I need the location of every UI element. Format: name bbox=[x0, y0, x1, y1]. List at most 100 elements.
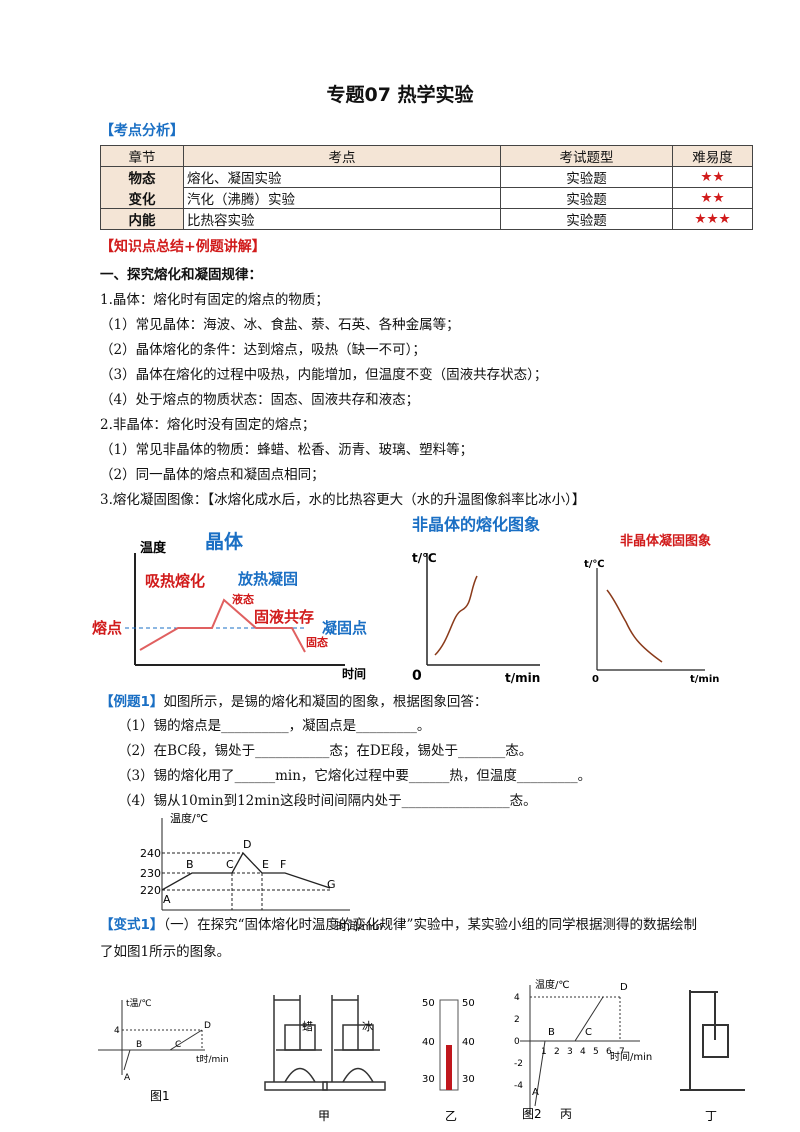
tick-label: 2 bbox=[514, 1015, 520, 1025]
table-header: 章节 考点 考试题型 难易度 bbox=[100, 145, 753, 167]
point-cell: 比热容实验 bbox=[183, 208, 501, 230]
question: （1）锡的熔点是__________，凝固点是_________。 bbox=[118, 718, 431, 734]
tick-label: 40 bbox=[422, 1037, 435, 1048]
figure-title: 晶体 bbox=[205, 530, 244, 553]
summary-line: 2.非晶体：熔化时没有固定的熔点； bbox=[100, 417, 316, 433]
tick-label: 30 bbox=[462, 1074, 475, 1085]
tick-label: 7 bbox=[619, 1047, 625, 1057]
example: 【例题1】如图所示，是锡的熔化和凝固的图象，根据图象回答： bbox=[100, 690, 487, 710]
figure2 bbox=[520, 985, 640, 1115]
summary-line: 1.晶体：熔化时有固定的熔点的物质； bbox=[100, 292, 329, 308]
axis-label: t时/min bbox=[196, 1053, 229, 1065]
tick-label: 3 bbox=[567, 1047, 573, 1057]
tick-label: 30 bbox=[422, 1074, 435, 1085]
tick-label: -4 bbox=[514, 1081, 523, 1091]
caption: 图1 bbox=[150, 1089, 170, 1103]
figure-label: 熔点 bbox=[92, 619, 122, 637]
figure-label: 冰 bbox=[362, 1020, 373, 1033]
header-cell: 难易度 bbox=[672, 145, 753, 167]
tick-label: 4 bbox=[580, 1047, 586, 1057]
question: （3）锡的熔化用了______min，它熔化过程中要______热，但温度___… bbox=[118, 768, 592, 784]
variant-text: （一）在探究“固体熔化时温度的变化规律”实验中，某实验小组的同学根据测得的数据绘… bbox=[100, 917, 697, 960]
base bbox=[264, 1081, 328, 1091]
point-label: D bbox=[620, 982, 628, 993]
example-text: 如图所示，是锡的熔化和凝固的图象，根据图象回答： bbox=[163, 694, 488, 710]
section-heading: 一、探究熔化和凝固规律： bbox=[100, 267, 262, 283]
section-label: 【考点分析】 bbox=[100, 123, 184, 139]
tin-graph bbox=[161, 818, 350, 911]
mercury bbox=[446, 1045, 452, 1090]
section-label: 【知识点总结+例题讲解】 bbox=[100, 239, 266, 255]
summary-line: 3.熔化凝固图像：【冰熔化成水后，水的比热容更大（水的升温图像斜率比冰小）】 bbox=[100, 492, 586, 508]
axis-label: t/min bbox=[505, 671, 540, 685]
point-label: C bbox=[585, 1027, 592, 1038]
tick-label: 2 bbox=[554, 1047, 560, 1057]
tick-label: 240 bbox=[140, 847, 161, 860]
chapter-cell: 物态 bbox=[100, 166, 184, 188]
thermometer-ticks: 50 50 40 40 30 30 bbox=[422, 998, 475, 1085]
chapter-cell: 内能 bbox=[100, 208, 184, 230]
tick-label: 50 bbox=[462, 998, 475, 1009]
figure-title: 非晶体的熔化图象 bbox=[412, 515, 540, 534]
tin-curve bbox=[161, 851, 331, 891]
axis-label: 温度/℃ bbox=[535, 978, 570, 991]
caption: 甲 bbox=[318, 1109, 330, 1123]
question: （2）在BC段，锡处于___________态；在DE段，锡处于_______态… bbox=[118, 743, 533, 759]
type-cell: 实验题 bbox=[500, 208, 673, 230]
axis-label: t温/℃ bbox=[126, 998, 152, 1009]
figure-label: 蜡 bbox=[302, 1020, 313, 1033]
point-label: F bbox=[280, 858, 286, 871]
tick-label: 220 bbox=[140, 884, 161, 897]
tick-label: 5 bbox=[593, 1047, 599, 1057]
thermometer bbox=[439, 999, 459, 1091]
summary-line: （1）常见晶体：海波、冰、食盐、萘、石英、各种金属等； bbox=[100, 317, 460, 333]
analysis-table: 章节 考点 考试题型 难易度 物态 熔化、凝固实验 实验题 ★★ 变化 汽化（沸… bbox=[100, 145, 753, 230]
variant-label: 【变式1】 bbox=[100, 917, 164, 933]
variant: 【变式1】（一）在探究“固体熔化时温度的变化规律”实验中，某实验小组的同学根据测… bbox=[100, 912, 710, 966]
level-cell: ★★★ bbox=[672, 208, 753, 230]
axis-label: t/℃ bbox=[584, 559, 605, 570]
tick-label: 0 bbox=[514, 1037, 520, 1047]
header-cell: 考试题型 bbox=[500, 145, 673, 167]
caption: 丁 bbox=[705, 1109, 717, 1123]
figure-label: 吸热熔化 bbox=[145, 572, 205, 590]
axis-label: t/min bbox=[690, 674, 719, 685]
curve bbox=[434, 575, 478, 656]
question: （4）锡从10min到12min这段时间间隔内处于_______________… bbox=[118, 793, 537, 809]
point-label: D bbox=[243, 838, 251, 851]
summary-line: （4）处于熔点的物质状态：固态、固液共存和液态； bbox=[100, 392, 420, 408]
origin-label: 0 bbox=[592, 674, 599, 685]
figure-title: 非晶体凝固图象 bbox=[620, 533, 711, 549]
caption: 乙 bbox=[445, 1109, 457, 1123]
tick-label: 4 bbox=[514, 993, 520, 1003]
example-label: 【例题1】 bbox=[100, 694, 164, 710]
point-label: A bbox=[163, 893, 171, 906]
point-cell: 熔化、凝固实验 bbox=[183, 166, 501, 188]
base bbox=[322, 1081, 386, 1091]
lamp bbox=[342, 1067, 374, 1083]
tick-label: 230 bbox=[140, 867, 161, 880]
axis-label: t/℃ bbox=[412, 551, 437, 565]
tick-label: 40 bbox=[462, 1037, 475, 1048]
figure-label: 凝固点 bbox=[322, 619, 367, 637]
curve bbox=[123, 1029, 203, 1071]
caption: 丙 bbox=[560, 1107, 572, 1121]
point-label: E bbox=[262, 858, 269, 871]
apparatus bbox=[264, 995, 386, 1091]
figure1 bbox=[98, 1000, 205, 1075]
tick-label: 4 bbox=[114, 1026, 120, 1036]
curve bbox=[534, 996, 604, 1107]
table-row: 内能 比热容实验 实验题 ★★★ bbox=[100, 208, 753, 230]
origin-label: 0 bbox=[412, 668, 422, 684]
lamp bbox=[284, 1067, 316, 1083]
table-row: 物态 熔化、凝固实验 实验题 ★★ bbox=[100, 166, 753, 188]
page-title: 专题07 热学实验 bbox=[326, 84, 474, 106]
point-label: C bbox=[175, 1040, 181, 1050]
caption: 图2 bbox=[522, 1107, 542, 1121]
amorphous-melt-figure bbox=[426, 553, 540, 666]
